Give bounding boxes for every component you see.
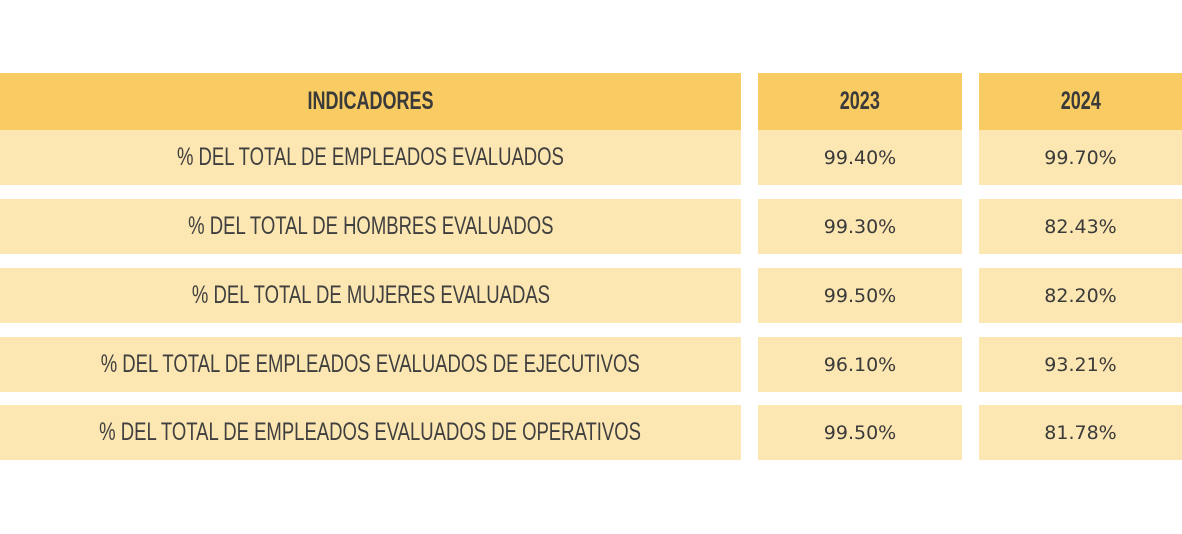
row-1-2024: 99.70% [979, 130, 1182, 185]
row-3-2024-text: 82.20% [1044, 284, 1117, 307]
row-1-2023-text: 99.40% [823, 146, 897, 169]
row-4-2023: 96.10% [758, 337, 962, 392]
row-1-label-text: % DEL TOTAL DE EMPLEADOS EVALUADOS [177, 143, 564, 171]
row-2-2023: 99.30% [758, 199, 962, 254]
row-2-label: % DEL TOTAL DE HOMBRES EVALUADOS [0, 199, 741, 254]
row-5-label: % DEL TOTAL DE EMPLEADOS EVALUADOS DE OP… [0, 405, 741, 460]
row-2-2023-text: 99.30% [823, 215, 897, 238]
row-4-2024-text: 93.21% [1044, 353, 1117, 376]
row-5-2024-text: 81.78% [1044, 421, 1117, 444]
header-indicadores-text: INDICADORES [307, 87, 434, 115]
row-3-label: % DEL TOTAL DE MUJERES EVALUADAS [0, 268, 741, 323]
header-2024-text: 2024 [1060, 87, 1101, 115]
row-3-2023-text: 99.50% [823, 284, 897, 307]
row-2-2024-text: 82.43% [1044, 215, 1117, 238]
row-3-2024: 82.20% [979, 268, 1182, 323]
row-1-2023: 99.40% [758, 130, 962, 185]
row-2-label-text: % DEL TOTAL DE HOMBRES EVALUADOS [187, 212, 554, 240]
row-5-2023: 99.50% [758, 405, 962, 460]
row-1-label: % DEL TOTAL DE EMPLEADOS EVALUADOS [0, 130, 741, 185]
row-2-2024: 82.43% [979, 199, 1182, 254]
row-4-2024: 93.21% [979, 337, 1182, 392]
row-5-label-text: % DEL TOTAL DE EMPLEADOS EVALUADOS DE OP… [99, 418, 642, 446]
row-4-label-text: % DEL TOTAL DE EMPLEADOS EVALUADOS DE EJ… [100, 350, 641, 378]
row-4-label: % DEL TOTAL DE EMPLEADOS EVALUADOS DE EJ… [0, 337, 741, 392]
row-1-2024-text: 99.70% [1044, 146, 1117, 169]
row-5-2024: 81.78% [979, 405, 1182, 460]
row-3-2023: 99.50% [758, 268, 962, 323]
row-4-2023-text: 96.10% [823, 353, 897, 376]
header-2023: 2023 [758, 73, 962, 130]
header-2023-text: 2023 [839, 87, 881, 115]
header-indicadores: INDICADORES [0, 73, 741, 130]
header-2024: 2024 [979, 73, 1182, 130]
row-5-2023-text: 99.50% [823, 421, 897, 444]
row-3-label-text: % DEL TOTAL DE MUJERES EVALUADAS [191, 281, 550, 309]
